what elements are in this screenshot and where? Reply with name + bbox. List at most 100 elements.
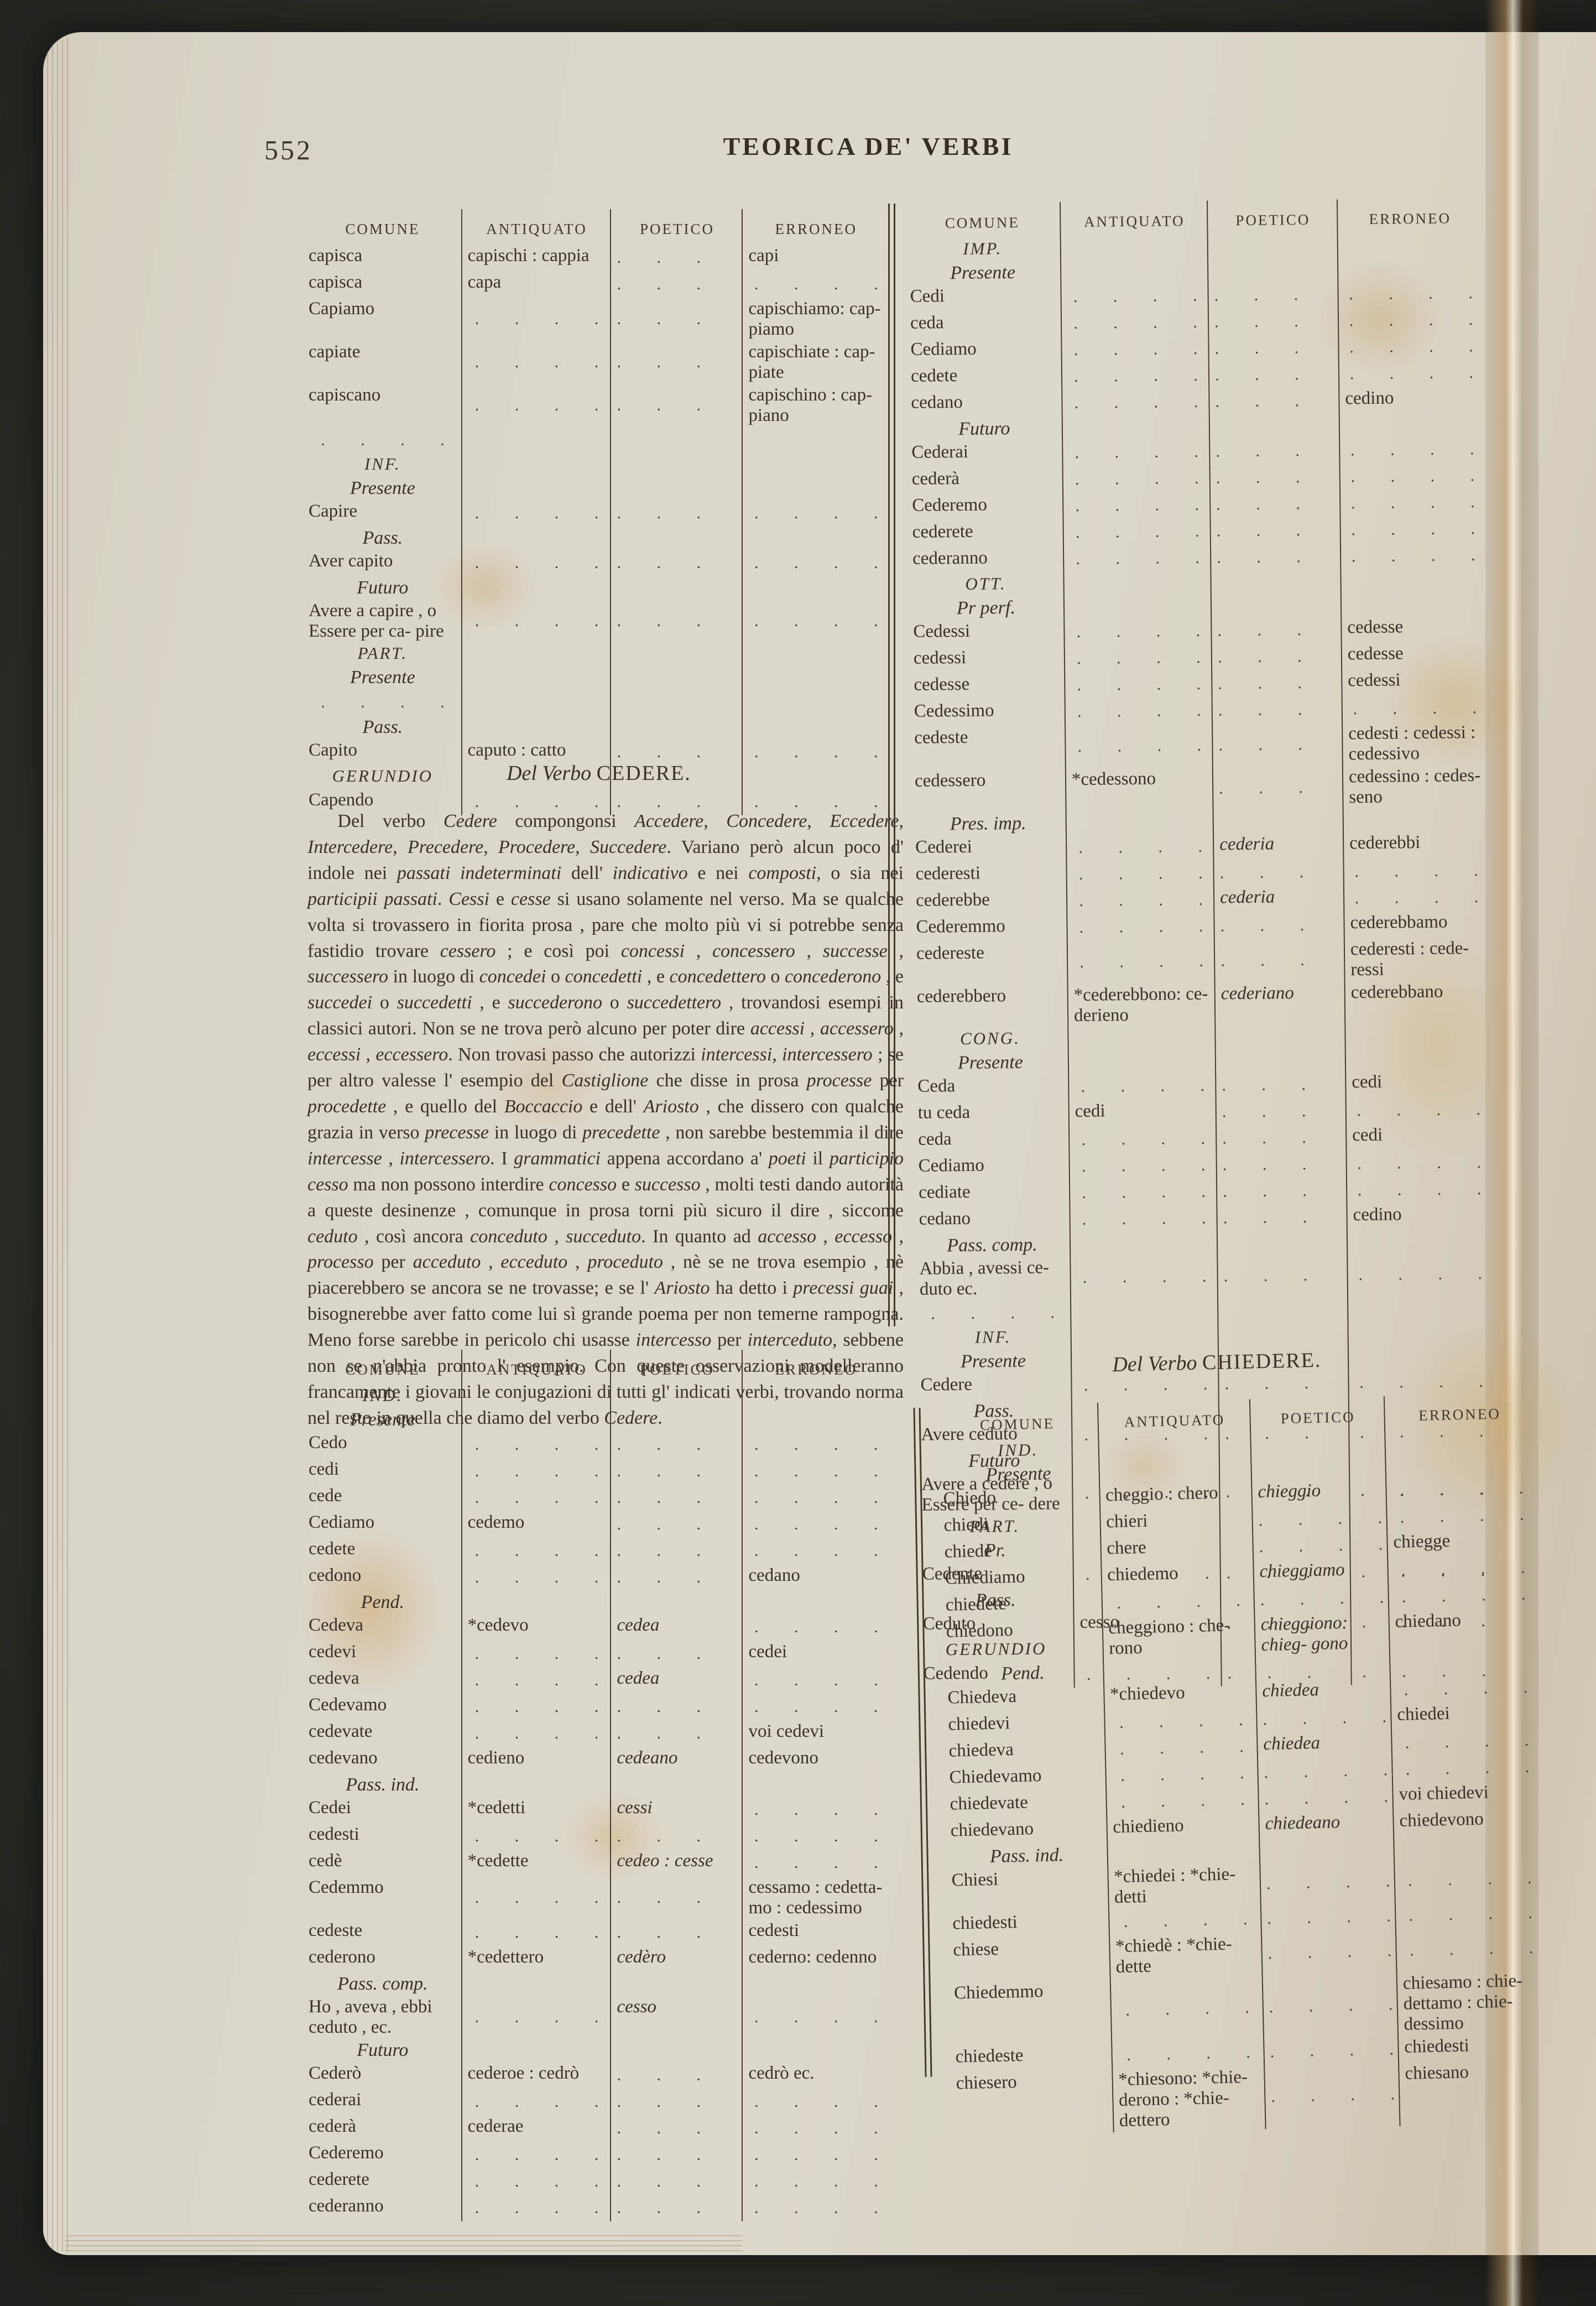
table-row: cedereste . . . . . . . . cederesti : cede-… (911, 937, 1489, 986)
dot-leader: . . . . (1271, 2085, 1395, 2106)
table-cell: . . . . (1064, 723, 1212, 769)
italic-verb-form: precesse (425, 1122, 489, 1143)
table-cell: cedano (905, 390, 1061, 418)
italic-verb-form: intercesso (635, 1330, 712, 1351)
dot-leader: . . . . (617, 2119, 738, 2138)
table-cell: Presente (303, 1408, 461, 1432)
verb-form: cederà (911, 469, 960, 490)
table-cell: . . . . (1209, 464, 1339, 492)
table-cell: . . . . (1263, 2036, 1399, 2066)
table-cell: . . . . (1068, 1125, 1216, 1154)
verb-form: cedessi (913, 648, 967, 669)
italic-verb-form: succederono (508, 992, 603, 1013)
italic-verb-form: succedei (307, 992, 373, 1013)
verb-form: chiedesti (952, 1912, 1018, 1934)
table-row: Capito caputo : catto . . . . . . . . (303, 739, 888, 766)
table-cell: . . . . (1211, 643, 1342, 671)
paragraph-text: , (361, 1044, 376, 1065)
table-cell: Capire (303, 500, 461, 527)
dot-leader: . . . . (474, 2172, 599, 2191)
column-header: POETICO (610, 1350, 742, 1385)
paragraph-text: , (887, 940, 904, 961)
table-cell (610, 1591, 742, 1615)
table-cell (742, 642, 888, 666)
dot-leader: . . . . (754, 2119, 878, 2138)
table-cell (1340, 569, 1485, 594)
verb-form: Cedessimo (914, 700, 994, 722)
section-label: Pend. (361, 1592, 404, 1613)
dot-leader: . . . . (1409, 1903, 1533, 1925)
table-row: Futuro (303, 2039, 888, 2063)
table-cell: capisca (303, 271, 461, 298)
verb-form: cedi (309, 1459, 339, 1480)
table-cell (461, 453, 611, 477)
dot-leader: . . . . (474, 2092, 599, 2111)
paragraph-text: o (602, 992, 627, 1013)
table-cell (1217, 1297, 1348, 1325)
dot-leader: . . . . (474, 1724, 599, 1743)
table-cell: . . . . (610, 1823, 742, 1850)
table-cell: . . . . (1108, 1906, 1261, 1936)
italic-verb-form: eccessero (375, 1044, 448, 1065)
section-label: IND. (362, 1386, 403, 1405)
dot-leader: . . . . (1123, 1910, 1248, 1932)
table-cell (1207, 258, 1338, 283)
table-row: Cederemo . . . . . . . . . . . . (303, 2142, 888, 2169)
italic-verb-form: acceduto (413, 1252, 481, 1273)
table-cell (742, 526, 888, 550)
table-cell: Cedemmo (303, 1876, 461, 1919)
dot-leader: . . . . (474, 1488, 599, 1507)
verb-form: cedeo : cesse (617, 1851, 713, 1871)
table-row: Futuro (303, 576, 888, 600)
table-cell: chiedano (1388, 1607, 1538, 1654)
table-cell: . . . . (1213, 938, 1344, 983)
table-cell: Presente (937, 1461, 1098, 1488)
table-cell: chieri (1099, 1507, 1253, 1538)
verb-form: cedesti (748, 1920, 800, 1941)
paragraph-text: , e (642, 966, 670, 987)
table-cell (1250, 1432, 1385, 1458)
section-label: OTT. (965, 574, 1006, 594)
cedere-heading: Del Verbo CEDERE. (303, 761, 895, 785)
verb-form: capischiate : cap- piate (748, 341, 875, 382)
verb-form: Cederemo (912, 494, 988, 516)
table-cell: cederai (303, 2089, 461, 2115)
table-cell (1384, 1428, 1535, 1455)
table-cell: capischiate : cap- piate (742, 340, 888, 384)
paragraph-text: , (685, 940, 712, 961)
table-cell (1255, 1654, 1390, 1680)
table-cell: chiesero (950, 2069, 1113, 2136)
verb-form: cederono (309, 1947, 375, 1967)
italic-verb-form: successero (307, 966, 389, 987)
table-cell: cederanno (303, 2195, 461, 2221)
table-cell: cheggio : chero (1098, 1481, 1252, 1511)
table-cell: *chiesono: *chie- derono : *chie- detter… (1111, 2065, 1265, 2132)
table-cell: . . . . (1390, 1727, 1541, 1757)
table-cell: cederno: cedenno (742, 1946, 888, 1973)
dot-leader: . . . . (931, 1303, 1055, 1323)
table-cell: Pass. ind. (303, 1773, 461, 1797)
paragraph-text: . In quanto ad (641, 1226, 758, 1247)
verb-form: chiedea (1261, 1680, 1319, 1701)
verb-form: cedessino : cedes- seno (1348, 766, 1481, 808)
verb-form: cederoe : cedrò (467, 2063, 580, 2084)
dot-leader: . . . . (617, 1462, 738, 1481)
dot-leader: . . . . (754, 1854, 878, 1872)
verb-form: capisca (309, 246, 363, 266)
table-cell (742, 1385, 888, 1408)
dot-leader: . . . . (617, 1923, 738, 1942)
table-row: cedè *cedette cedeo : cesse . . . . (303, 1850, 888, 1877)
column-header: COMUNE (345, 220, 420, 237)
table-cell: . . . . (610, 789, 742, 816)
table-row: cedeva . . . . cedea . . . . (303, 1667, 888, 1694)
dot-leader: . . . . (754, 2092, 878, 2111)
table-cell (1338, 413, 1484, 438)
dot-leader: . . . . (1075, 496, 1199, 516)
table-cell (742, 1773, 888, 1797)
table-cell: . . . . (610, 2115, 742, 2142)
italic-verb-form: concesso (549, 1174, 617, 1195)
table-cell: . . . . (461, 1996, 611, 2039)
table-cell: INF. (303, 454, 461, 477)
dot-leader: . . . . (474, 310, 599, 329)
paragraph-text: , (703, 811, 727, 831)
